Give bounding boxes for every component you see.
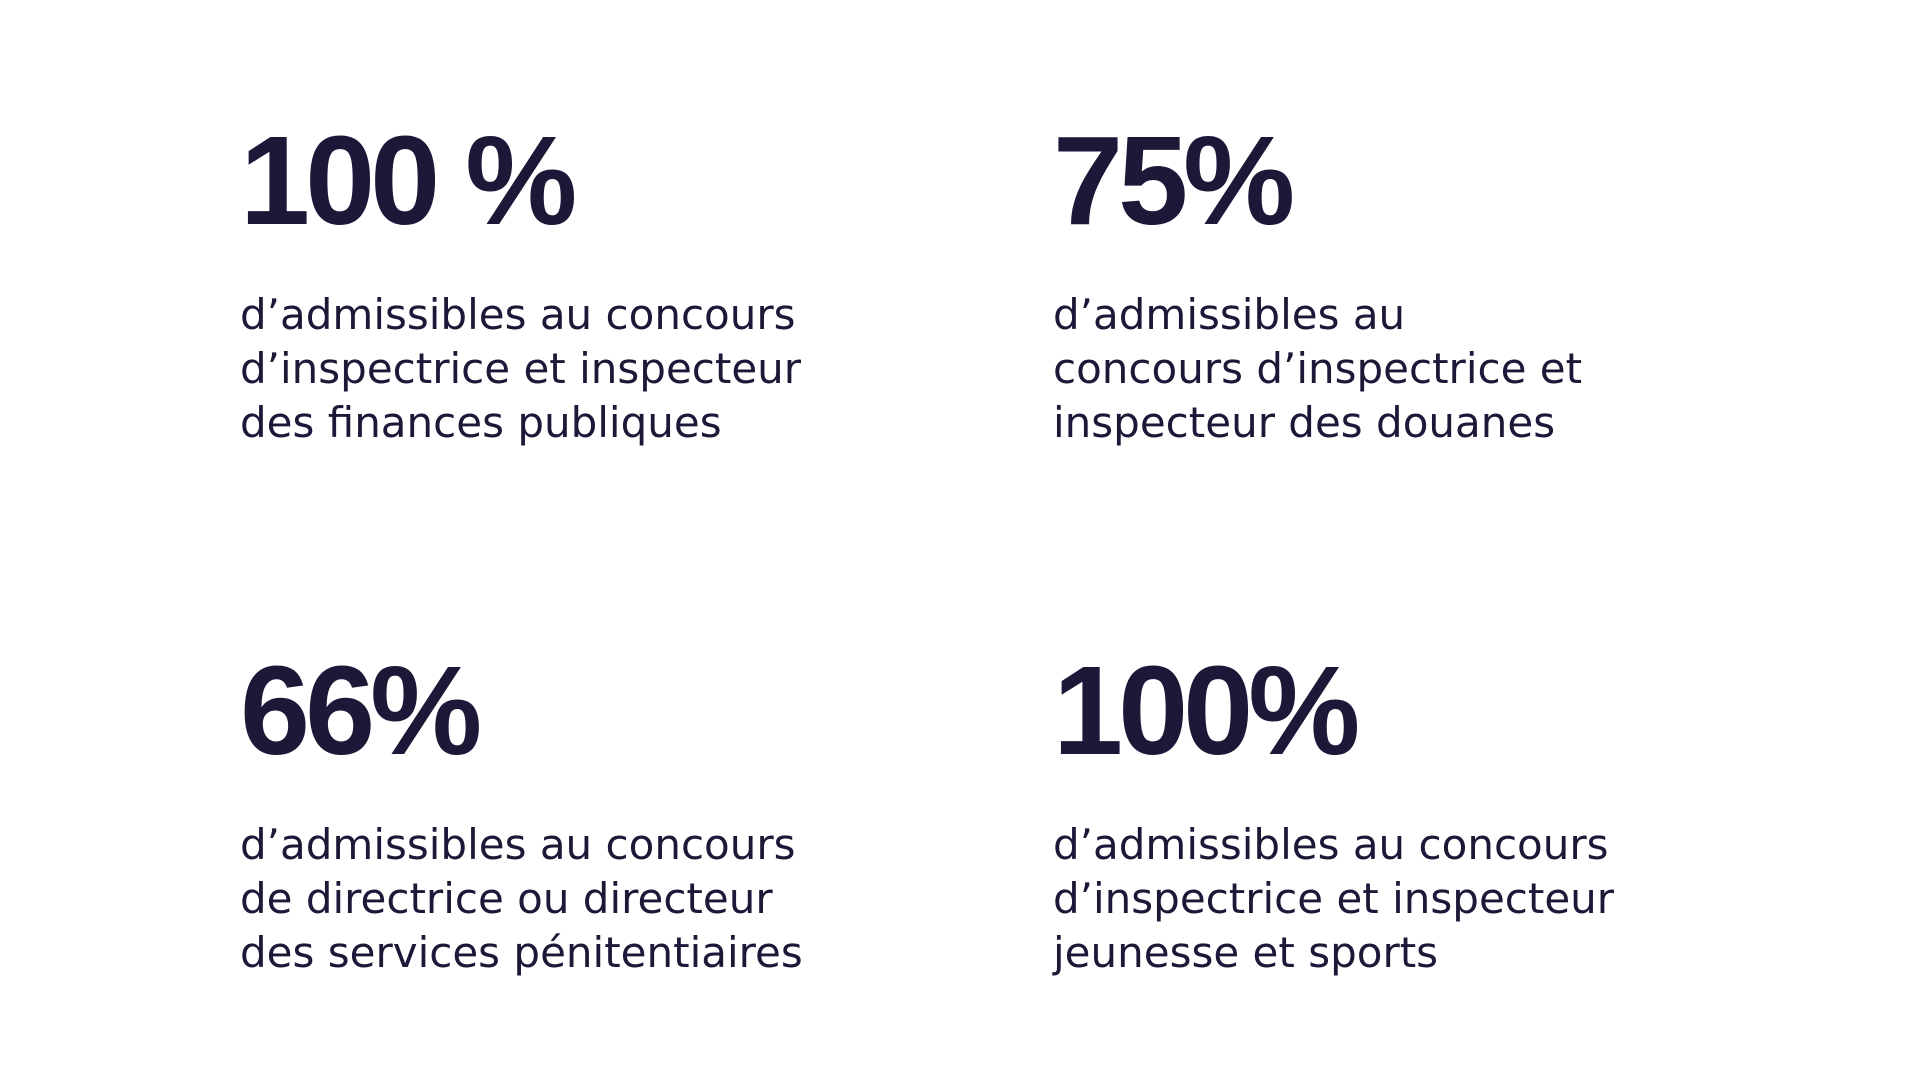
stat-description-line: d’admissibles au concours (240, 820, 796, 869)
stat-value: 100 % (240, 110, 577, 251)
stat-description-line: d’inspectrice et inspecteur (1053, 874, 1615, 923)
stat-description-line: concours d’inspectrice et (1053, 344, 1583, 393)
stat-value: 66% (240, 640, 482, 781)
stat-description-line: d’admissibles au concours (1053, 820, 1609, 869)
stat-value: 100% (1053, 640, 1360, 781)
stat-block-services-penitentiaires: 66% d’admissibles au concours de directr… (240, 648, 960, 980)
stat-description-line: d’admissibles au (1053, 290, 1406, 339)
stat-description-line: d’admissibles au concours (240, 290, 796, 339)
stat-description: d’admissibles au concours d’inspectrice … (1053, 288, 1773, 450)
stat-description: d’admissibles au concours de directrice … (240, 818, 960, 980)
stat-block-finances-publiques: 100 % d’admissibles au concours d’inspec… (240, 118, 960, 450)
stat-description-line: inspecteur des douanes (1053, 398, 1556, 447)
stat-value: 75% (1053, 110, 1295, 251)
stat-description-line: jeunesse et sports (1053, 928, 1439, 977)
stat-description-line: d’inspectrice et inspecteur (240, 344, 802, 393)
stat-block-douanes: 75% d’admissibles au concours d’inspectr… (1053, 118, 1773, 450)
stat-description-line: des services pénitentiaires (240, 928, 803, 977)
stat-description-line: de directrice ou directeur (240, 874, 773, 923)
stat-description: d’admissibles au concours d’inspectrice … (1053, 818, 1773, 980)
stat-description: d’admissibles au concours d’inspectrice … (240, 288, 960, 450)
stat-block-jeunesse-sports: 100% d’admissibles au concours d’inspect… (1053, 648, 1773, 980)
stat-description-line: des finances publiques (240, 398, 722, 447)
